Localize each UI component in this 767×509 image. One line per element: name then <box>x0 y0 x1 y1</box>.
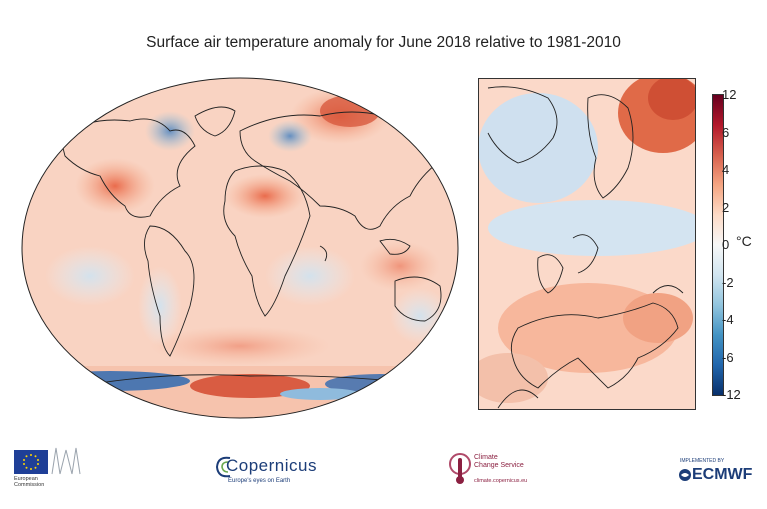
european-commission-logo: European Commission <box>14 446 84 490</box>
eu-text: European Commission <box>14 476 45 488</box>
colorbar-tick: 12 <box>722 87 737 102</box>
climate-change-service-logo: Climate Change Service climate.copernicus… <box>448 452 548 494</box>
colorbar-tick: -6 <box>722 349 734 365</box>
colorbar-tick: 6 <box>722 124 730 140</box>
colorbar-unit: °C <box>736 233 752 249</box>
map-title: Surface air temperature anomaly for June… <box>146 34 621 51</box>
colorbar-tick: 0 <box>722 237 730 252</box>
colorbar <box>712 94 724 396</box>
europe-anomaly-map <box>478 78 696 410</box>
colorbar-tick: -2 <box>722 274 734 290</box>
eu-flag-icon <box>14 450 48 474</box>
global-anomaly-map <box>21 77 459 419</box>
thermometer-icon <box>449 453 471 484</box>
ecmwf-symbol-icon <box>679 469 691 481</box>
copernicus-swirl-icon <box>215 456 231 478</box>
ecmwf-logo: IMPLEMENTED BY ECMWF <box>679 458 753 483</box>
colorbar-tick: 4 <box>722 162 730 177</box>
colorbar-tick: 2 <box>722 199 730 215</box>
berlaymont-building-icon <box>50 446 82 476</box>
colorbar-tick: -12 <box>722 387 741 402</box>
colorbar-tick: -4 <box>722 312 734 327</box>
copernicus-logo: Copernicus Europe's eyes on Earth <box>214 452 324 492</box>
